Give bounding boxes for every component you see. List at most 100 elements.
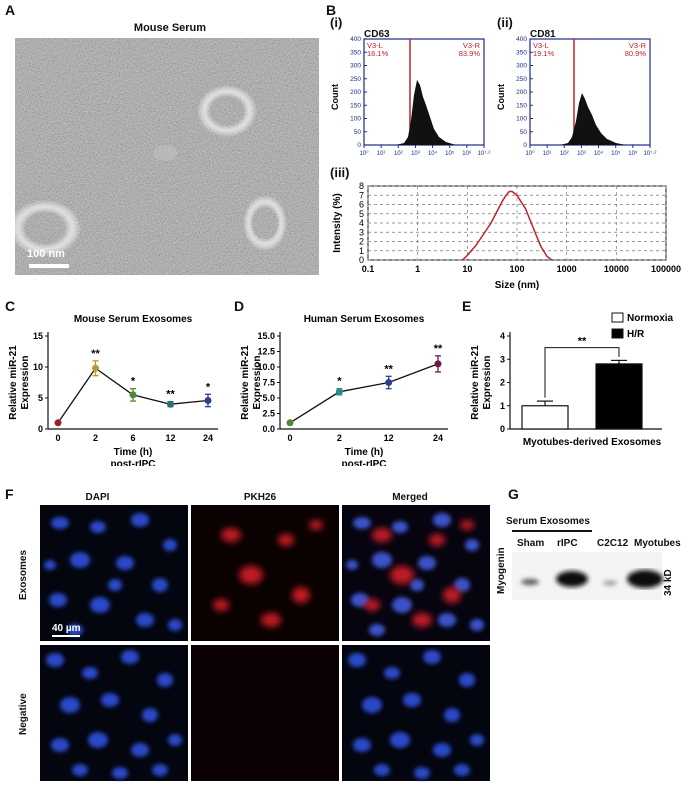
bi-xtick: 10² bbox=[394, 151, 403, 157]
bii-xtick: 10⁶ bbox=[628, 150, 638, 157]
g-group-line bbox=[512, 530, 592, 532]
nucleus bbox=[152, 764, 168, 776]
nucleus bbox=[470, 619, 484, 631]
panel-b-iii-label: (iii) bbox=[330, 165, 350, 180]
bi-xtick: 10¹ bbox=[377, 151, 386, 157]
cd81-right-pct: 80.9% bbox=[625, 49, 647, 58]
nucleus bbox=[418, 556, 436, 570]
e-ytick: 2 bbox=[500, 378, 505, 388]
cd63-left-gate: V3-L bbox=[367, 41, 383, 50]
nucleus bbox=[384, 667, 400, 679]
bii-ytick: 150 bbox=[516, 102, 527, 109]
panel-label-f: F bbox=[5, 486, 14, 502]
lane-sham: Sham bbox=[517, 538, 545, 549]
d-sig: * bbox=[337, 376, 342, 388]
cd63-right-gate: V3-R bbox=[463, 41, 481, 50]
e-ylabel-2: Expression bbox=[482, 356, 493, 410]
c-xtick: 6 bbox=[130, 433, 135, 443]
d-xtick: 2 bbox=[337, 433, 342, 443]
cd63-marker-label: CD63 bbox=[364, 29, 390, 40]
cd63-ylabel: Count bbox=[330, 84, 340, 110]
col-pkh26: PKH26 bbox=[243, 492, 277, 503]
d-ytick: 15.0 bbox=[257, 331, 275, 341]
bii-ytick: 50 bbox=[520, 129, 528, 136]
biii-xtick: 10 bbox=[462, 264, 472, 274]
panel-label-d: D bbox=[234, 298, 245, 314]
bii-ytick: 200 bbox=[516, 89, 527, 96]
biii-series-line bbox=[461, 190, 553, 261]
g-row-label: Myogenin bbox=[496, 547, 507, 594]
bii-ytick: 100 bbox=[516, 116, 527, 123]
nucleus bbox=[348, 653, 366, 667]
biii-xtick: 10000 bbox=[604, 264, 629, 274]
western-blot bbox=[512, 552, 663, 600]
nucleus bbox=[112, 767, 128, 779]
biii-xtick: 1 bbox=[415, 264, 420, 274]
bi-xtick: 10⁴ bbox=[428, 150, 438, 157]
pkh26-signal bbox=[278, 534, 294, 546]
bi-ytick: 150 bbox=[350, 102, 361, 109]
d-xlabel2: post-rIPC bbox=[342, 459, 387, 466]
bii-xtick: 10⁰ bbox=[525, 150, 535, 157]
e-legend-swatch bbox=[611, 312, 624, 323]
biii-xtick: 100 bbox=[509, 264, 524, 274]
d-ytick: 5.0 bbox=[262, 393, 275, 403]
biii-ytick: 5 bbox=[359, 209, 364, 219]
d-title: Human Serum Exosomes bbox=[304, 314, 425, 325]
c-ylabel-1: Relative miR-21 bbox=[8, 345, 19, 420]
pkh26-signal bbox=[309, 520, 323, 530]
d-point bbox=[286, 419, 294, 427]
cd81-right-gate: V3-R bbox=[629, 41, 647, 50]
pkh26-signal bbox=[213, 599, 229, 611]
d-xlabel: Time (h) bbox=[345, 447, 384, 458]
nucleus bbox=[72, 764, 88, 776]
nucleus bbox=[390, 732, 410, 748]
nucleus bbox=[423, 650, 441, 664]
c-xlabel2: post-rIPC bbox=[111, 459, 156, 466]
pkh26-signal bbox=[239, 566, 263, 584]
e-ytick: 3 bbox=[500, 354, 505, 364]
e-legend-label: Normoxia bbox=[627, 313, 674, 324]
nucleus bbox=[116, 556, 134, 570]
c-ytick: 0 bbox=[38, 424, 43, 434]
scale-bar-label: 100 nm bbox=[27, 248, 65, 260]
d-ytick: 7.5 bbox=[262, 378, 275, 388]
c-ytick: 15 bbox=[33, 331, 43, 341]
pkh26-signal bbox=[460, 520, 474, 530]
d-sig: ** bbox=[434, 343, 443, 355]
nucleus bbox=[454, 578, 470, 592]
nucleus bbox=[438, 613, 456, 627]
nucleus bbox=[44, 560, 56, 570]
nucleus bbox=[465, 539, 479, 551]
nucleus bbox=[131, 743, 149, 757]
fluorescence-grid: 40 µm bbox=[40, 505, 490, 781]
cd81-marker-label: CD81 bbox=[530, 29, 556, 40]
nucleus bbox=[374, 764, 390, 776]
biii-xtick: 100000 bbox=[651, 264, 681, 274]
cd63-left-pct: 16.1% bbox=[367, 49, 389, 58]
nucleus bbox=[168, 734, 182, 746]
panel-label-g: G bbox=[508, 486, 519, 502]
biii-ytick: 4 bbox=[359, 218, 364, 228]
bii-ytick: 400 bbox=[516, 36, 527, 43]
nucleus bbox=[136, 613, 154, 627]
lane-ripc: rIPC bbox=[557, 538, 578, 549]
nucleus bbox=[353, 738, 371, 752]
biii-ytick: 1 bbox=[359, 246, 364, 256]
biii-ytick: 7 bbox=[359, 190, 364, 200]
chart-myotube-exosomes: 0 1 2 3 4 Normoxia H/R ** Myotubes-derived Exoso… bbox=[470, 312, 674, 448]
e-ytick: 1 bbox=[500, 401, 505, 411]
bii-ytick: 350 bbox=[516, 49, 527, 56]
bi-ytick: 300 bbox=[350, 63, 361, 70]
bi-ytick: 400 bbox=[350, 36, 361, 43]
d-sig: ** bbox=[384, 363, 393, 375]
d-ytick: 0.0 bbox=[262, 424, 275, 434]
d-ytick: 10.0 bbox=[257, 362, 275, 372]
d-ytick: 12.5 bbox=[257, 347, 275, 357]
biii-ytick: 2 bbox=[359, 237, 364, 247]
nucleus bbox=[433, 513, 451, 527]
c-point bbox=[129, 391, 137, 399]
nucleus bbox=[82, 667, 98, 679]
panel-label-e: E bbox=[462, 298, 472, 314]
